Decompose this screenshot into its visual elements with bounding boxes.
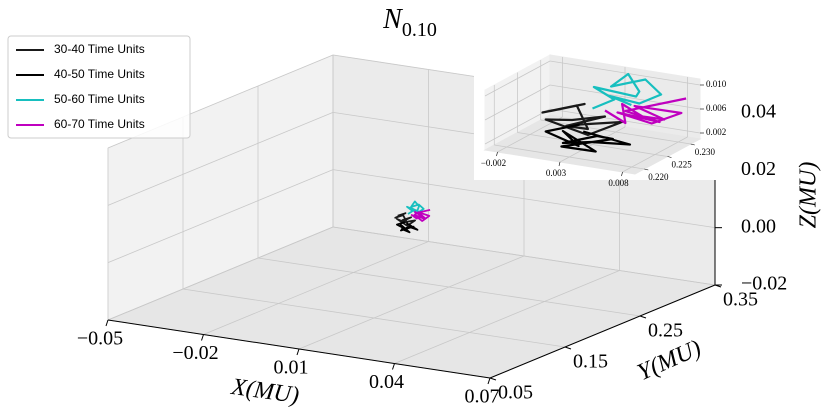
chart-title: N0.10 bbox=[382, 4, 437, 40]
y-tick-label: 0.35 bbox=[723, 289, 758, 311]
title-main: N bbox=[382, 4, 403, 35]
grid-line bbox=[517, 132, 668, 157]
axis-line bbox=[489, 284, 716, 379]
grid-line bbox=[549, 84, 701, 110]
inset-y-tick-label: 0.220 bbox=[648, 172, 669, 182]
y-tick-label: 0.05 bbox=[498, 382, 533, 404]
x-tick-label: 0.01 bbox=[274, 357, 309, 379]
z-tick-label: 0.04 bbox=[741, 101, 776, 123]
x-tick bbox=[296, 348, 300, 356]
grid-line bbox=[257, 257, 641, 317]
y-tick bbox=[489, 377, 497, 381]
inset-y-tick bbox=[667, 156, 672, 158]
grid-line bbox=[107, 169, 334, 264]
title-subscript: 0.10 bbox=[402, 19, 437, 41]
x-tick-label: −0.05 bbox=[77, 328, 123, 350]
grid-line bbox=[182, 288, 566, 348]
grid-line bbox=[484, 60, 551, 97]
inset-y-tick bbox=[690, 143, 695, 146]
grid-line bbox=[540, 119, 691, 145]
x-tick bbox=[392, 363, 395, 370]
z-tick-label: 0.00 bbox=[741, 215, 776, 237]
grid-line bbox=[549, 60, 701, 86]
inset-y-tick bbox=[644, 168, 649, 171]
grid-line bbox=[203, 241, 429, 335]
grid-line bbox=[394, 270, 620, 364]
z-tick-label: 0.02 bbox=[741, 158, 776, 180]
inset-x-tick bbox=[496, 151, 498, 157]
y-axis-label: Y(MU) bbox=[634, 335, 705, 386]
x-tick-label: −0.02 bbox=[172, 342, 218, 364]
legend-box bbox=[7, 35, 191, 139]
grid-line bbox=[484, 84, 551, 121]
series-line bbox=[396, 221, 419, 234]
legend: 30-40 Time Units 40-50 Time Units 50-60 Ti… bbox=[7, 35, 191, 139]
x-tick bbox=[487, 377, 491, 385]
y-tick-label: 0.15 bbox=[573, 351, 608, 373]
z-tick-label: −0.02 bbox=[741, 273, 787, 295]
series-line bbox=[406, 200, 425, 215]
grid-line bbox=[484, 108, 551, 145]
y-tick-label: 0.25 bbox=[648, 320, 683, 342]
series-line bbox=[544, 123, 632, 153]
grid-line bbox=[494, 144, 645, 170]
grid-line bbox=[332, 226, 716, 286]
grid-line bbox=[107, 111, 334, 206]
inset-z-tick-label: 0.006 bbox=[706, 103, 727, 113]
inset-x-tick-label: 0.003 bbox=[546, 168, 567, 178]
grid-line bbox=[298, 255, 525, 350]
x-tick-label: 0.04 bbox=[369, 371, 404, 393]
grid-line bbox=[107, 226, 334, 321]
inset-z-tick-label: 0.010 bbox=[706, 79, 727, 89]
x-tick-label: 0.07 bbox=[465, 386, 500, 408]
inset-x-tick-label: 0.008 bbox=[608, 178, 629, 188]
inset-x-tick bbox=[621, 171, 623, 177]
legend-label: 50-60 Time Units bbox=[54, 92, 145, 106]
y-tick bbox=[564, 346, 572, 350]
inset-z-tick-label: 0.002 bbox=[706, 127, 726, 137]
legend-label: 40-50 Time Units bbox=[54, 67, 145, 81]
legend-label: 30-40 Time Units bbox=[54, 42, 145, 56]
series-line bbox=[410, 209, 431, 222]
inset-x-tick bbox=[558, 161, 561, 167]
grid-line bbox=[332, 169, 716, 229]
inset-y-tick-label: 0.230 bbox=[695, 147, 716, 157]
legend-label: 60-70 Time Units bbox=[54, 117, 145, 131]
series-line bbox=[604, 97, 687, 125]
x-axis-label: X(MU) bbox=[229, 374, 301, 409]
series-line bbox=[541, 102, 624, 137]
y-tick bbox=[639, 315, 647, 319]
x-tick bbox=[201, 334, 204, 341]
series-line bbox=[592, 72, 663, 110]
inset-y-tick-label: 0.225 bbox=[672, 160, 693, 170]
inset-x-tick-label: −0.002 bbox=[481, 158, 506, 168]
z-axis-label: Z(MU) bbox=[796, 162, 822, 229]
x-tick bbox=[105, 319, 109, 327]
